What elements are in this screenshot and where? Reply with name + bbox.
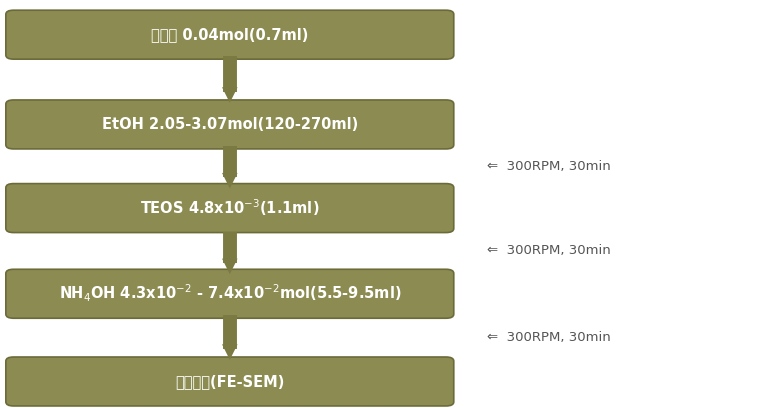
Text: ⇐  300RPM, 30min: ⇐ 300RPM, 30min <box>487 160 611 173</box>
Text: ⇐  300RPM, 30min: ⇐ 300RPM, 30min <box>487 244 611 257</box>
FancyBboxPatch shape <box>5 269 453 318</box>
FancyBboxPatch shape <box>5 100 453 149</box>
FancyBboxPatch shape <box>5 10 453 59</box>
Text: ⇐  300RPM, 30min: ⇐ 300RPM, 30min <box>487 331 611 344</box>
Text: TEOS 4.8x10$^{-3}$(1.1ml): TEOS 4.8x10$^{-3}$(1.1ml) <box>140 198 319 218</box>
FancyBboxPatch shape <box>5 184 453 233</box>
Text: NH$_4$OH 4.3x10$^{-2}$ - 7.4x10$^{-2}$mol(5.5-9.5ml): NH$_4$OH 4.3x10$^{-2}$ - 7.4x10$^{-2}$mo… <box>58 283 401 304</box>
Text: 특성평가(FE-SEM): 특성평가(FE-SEM) <box>175 374 284 389</box>
Text: EtOH 2.05-3.07mol(120-270ml): EtOH 2.05-3.07mol(120-270ml) <box>102 117 358 132</box>
Text: 증류수 0.04mol(0.7ml): 증류수 0.04mol(0.7ml) <box>151 27 308 42</box>
FancyBboxPatch shape <box>5 357 453 406</box>
